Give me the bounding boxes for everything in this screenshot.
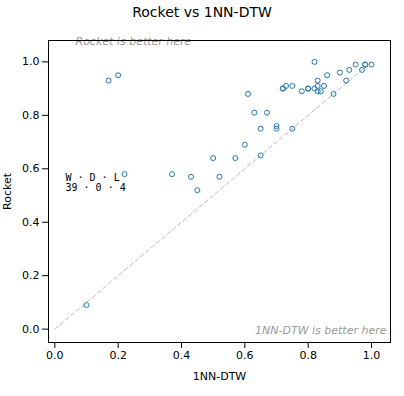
svg-text:0.0: 0.0 xyxy=(46,349,64,362)
svg-text:0.0: 0.0 xyxy=(22,323,40,336)
html-text:Rocket vs 1NN-DTW: Rocket vs 1NN-DTW xyxy=(132,4,272,20)
svg-text:0.8: 0.8 xyxy=(22,109,40,122)
svg-text:1.0: 1.0 xyxy=(22,55,40,68)
svg-text:0.4: 0.4 xyxy=(173,349,191,362)
svg-text:W · D · L39 · 0 · 4: W · D · L39 · 0 · 4 xyxy=(66,172,126,193)
svg-text:1.0: 1.0 xyxy=(363,349,381,362)
svg-text:0.6: 0.6 xyxy=(22,162,40,175)
svg-text:Rocket: Rocket xyxy=(1,172,14,210)
svg-text:0.2: 0.2 xyxy=(22,269,40,282)
svg-text:0.8: 0.8 xyxy=(299,349,317,362)
svg-text:1NN-DTW is better here: 1NN-DTW is better here xyxy=(255,324,387,337)
svg-text:0.4: 0.4 xyxy=(22,216,40,229)
svg-text:1NN-DTW: 1NN-DTW xyxy=(193,370,247,383)
svg-text:0.2: 0.2 xyxy=(109,349,127,362)
svg-text:0.6: 0.6 xyxy=(236,349,254,362)
svg-text:Rocket is better here: Rocket is better here xyxy=(76,35,192,48)
